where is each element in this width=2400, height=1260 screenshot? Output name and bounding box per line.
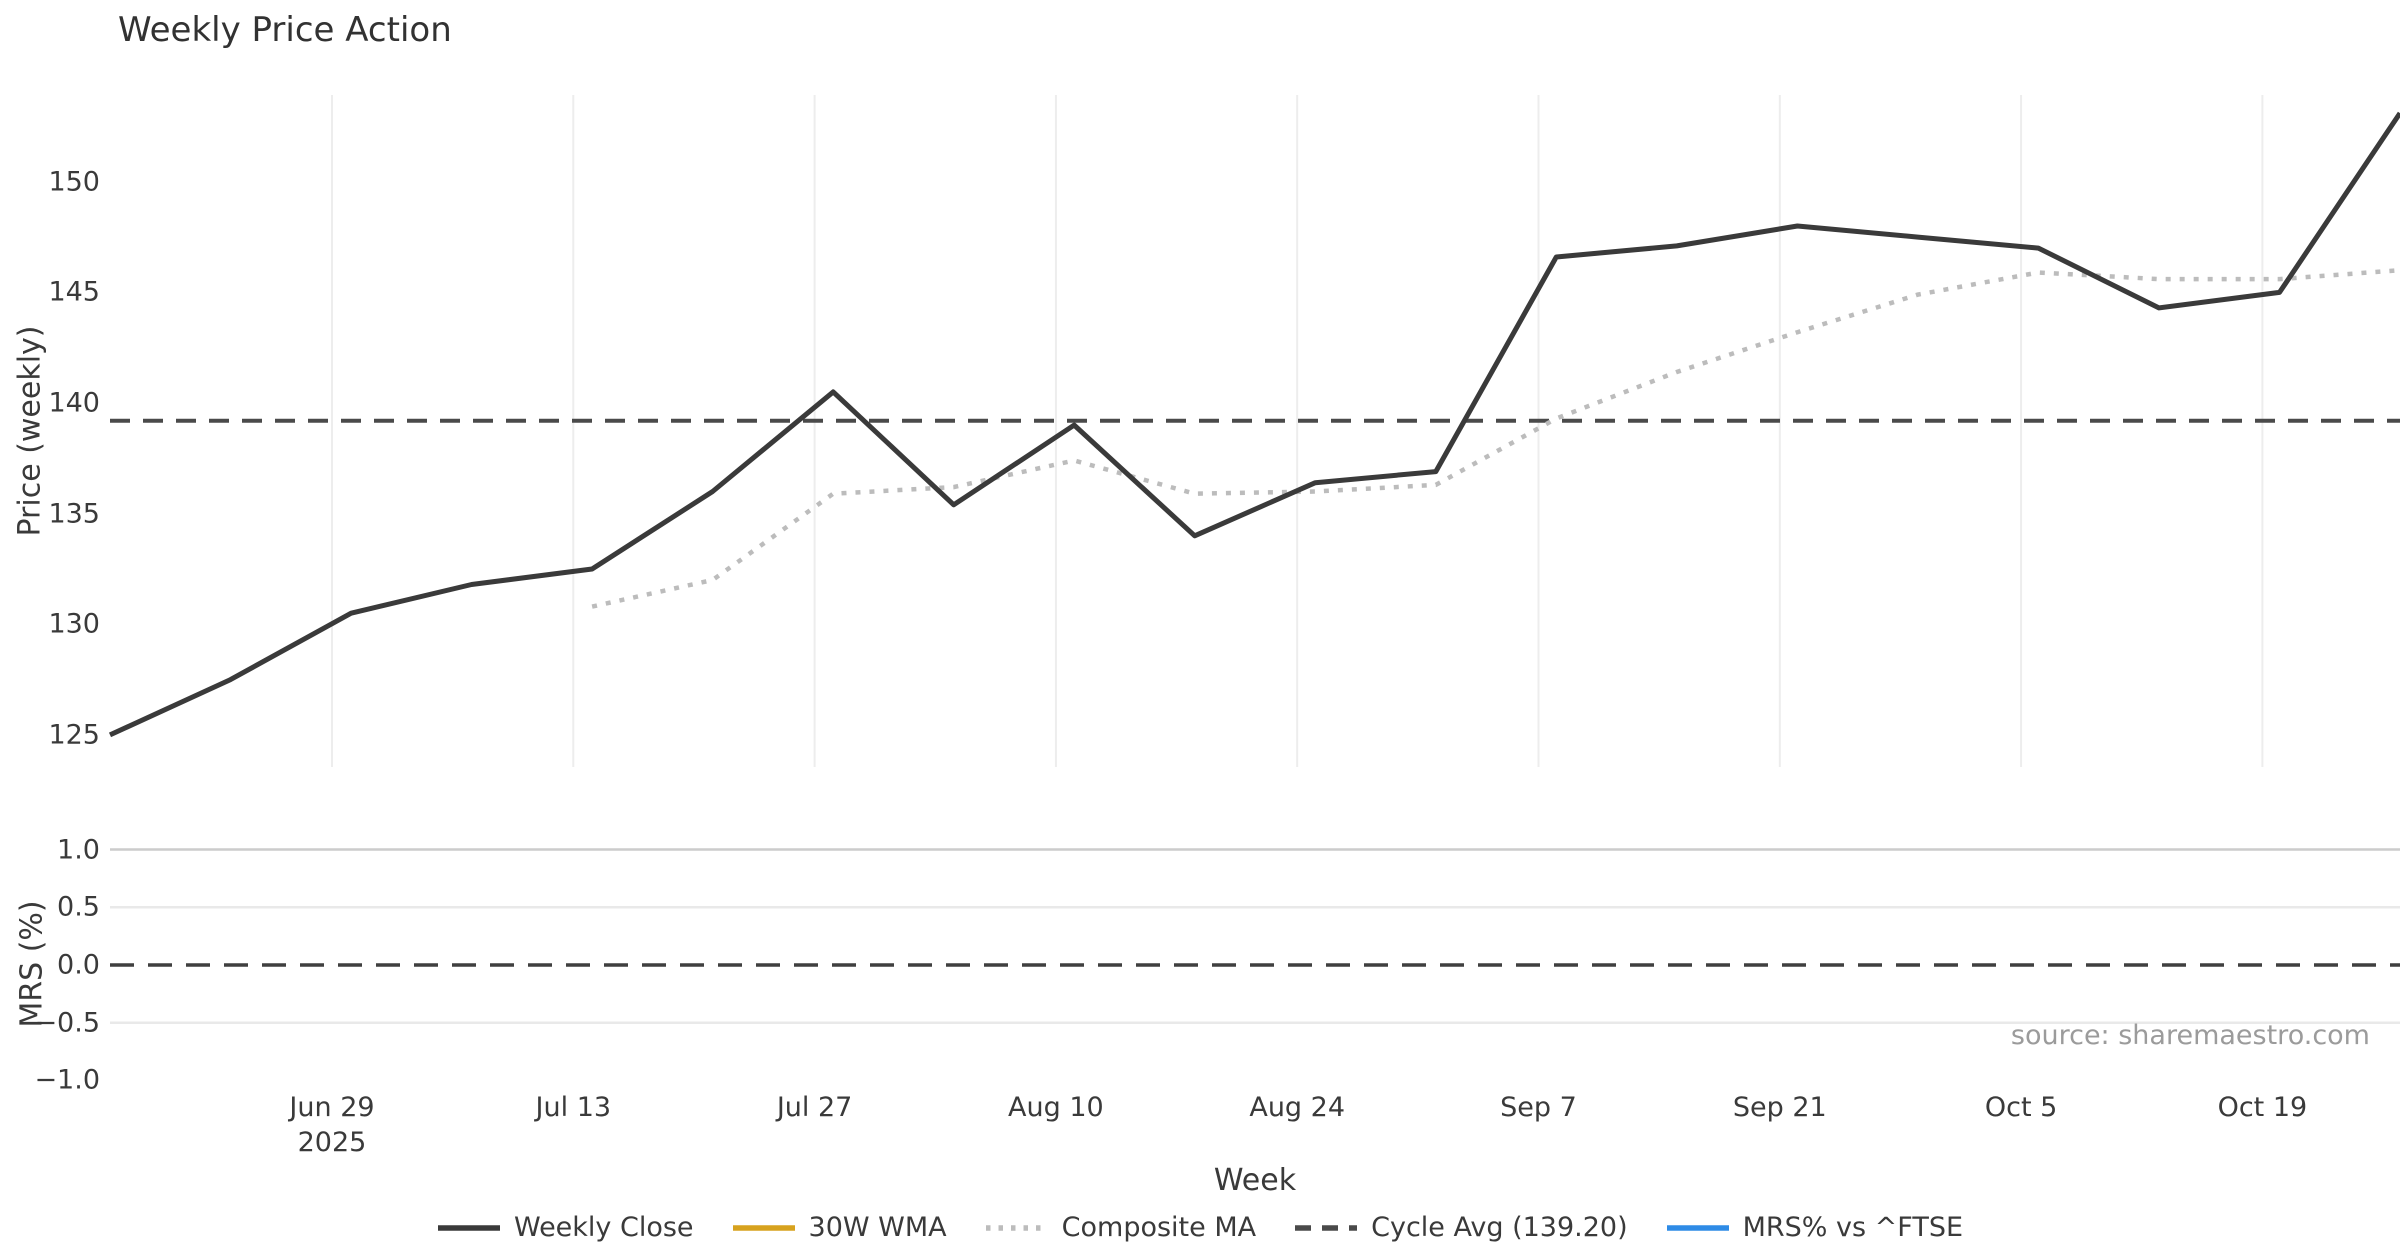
legend-item-30w-wma: 30W WMA (732, 1212, 947, 1243)
mrs-tick-label: 1.0 (57, 834, 100, 866)
legend-label: Weekly Close (513, 1212, 694, 1243)
x-tick-year: 2025 (297, 1127, 367, 1158)
x-tick-label: Jul 27 (776, 1092, 853, 1123)
price-tick-label: 145 (48, 276, 100, 308)
legend-line-sample (1295, 1224, 1358, 1231)
x-tick-label: Jun 29 2025 (289, 1092, 375, 1158)
legend-label: 30W WMA (808, 1212, 947, 1243)
price-tick-label: 150 (48, 166, 100, 198)
mrs-tick-label: 0.0 (57, 949, 100, 981)
legend-item-cycle-avg-139-20: Cycle Avg (139.20) (1294, 1212, 1628, 1243)
x-tick-label: Oct 19 (2217, 1092, 2308, 1123)
legend-line-sample (985, 1224, 1048, 1231)
x-tick-label: Sep 21 (1732, 1092, 1827, 1123)
price-tick-label: 135 (48, 498, 100, 530)
x-tick-label: Sep 7 (1500, 1092, 1577, 1123)
legend-label: MRS% vs ^FTSE (1742, 1212, 1964, 1243)
mrs-panel-gridlines (110, 848, 2400, 1024)
legend-item-mrs-vs-ftse: MRS% vs ^FTSE (1666, 1212, 1963, 1243)
legend-item-composite-ma: Composite MA (985, 1212, 1256, 1243)
mrs-tick-label: −1.0 (34, 1064, 100, 1096)
x-tick-label: Aug 24 (1249, 1092, 1346, 1123)
source-attribution: source: sharemaestro.com (2010, 1020, 2370, 1051)
x-axis-label: Week (1213, 1163, 1297, 1198)
price-tick-label: 125 (48, 719, 100, 751)
legend-label: Composite MA (1061, 1212, 1257, 1243)
weekly-close-line (108, 111, 2400, 738)
price-tick-label: 140 (48, 387, 100, 419)
composite-ma-line (591, 267, 2400, 609)
legend-line-sample (437, 1224, 500, 1231)
x-tick-label: Aug 10 (1008, 1092, 1104, 1123)
x-tick-label: Oct 5 (1984, 1092, 2058, 1123)
legend-item-weekly-close: Weekly Close (437, 1212, 694, 1243)
price-panel-gridlines (331, 95, 2264, 767)
chart-legend: Weekly Close 30W WMA Composite MA Cycle Avg… (0, 1212, 2400, 1243)
chart-title: Weekly Price Action (118, 10, 452, 50)
legend-label: Cycle Avg (139.20) (1371, 1212, 1628, 1243)
legend-line-sample (1666, 1224, 1729, 1231)
price-tick-label: 130 (48, 608, 100, 640)
mrs-tick-label: −0.5 (34, 1007, 100, 1039)
x-tick-label: Jul 13 (535, 1092, 612, 1123)
legend-line-sample (732, 1224, 795, 1231)
mrs-tick-label: 0.5 (57, 891, 100, 923)
